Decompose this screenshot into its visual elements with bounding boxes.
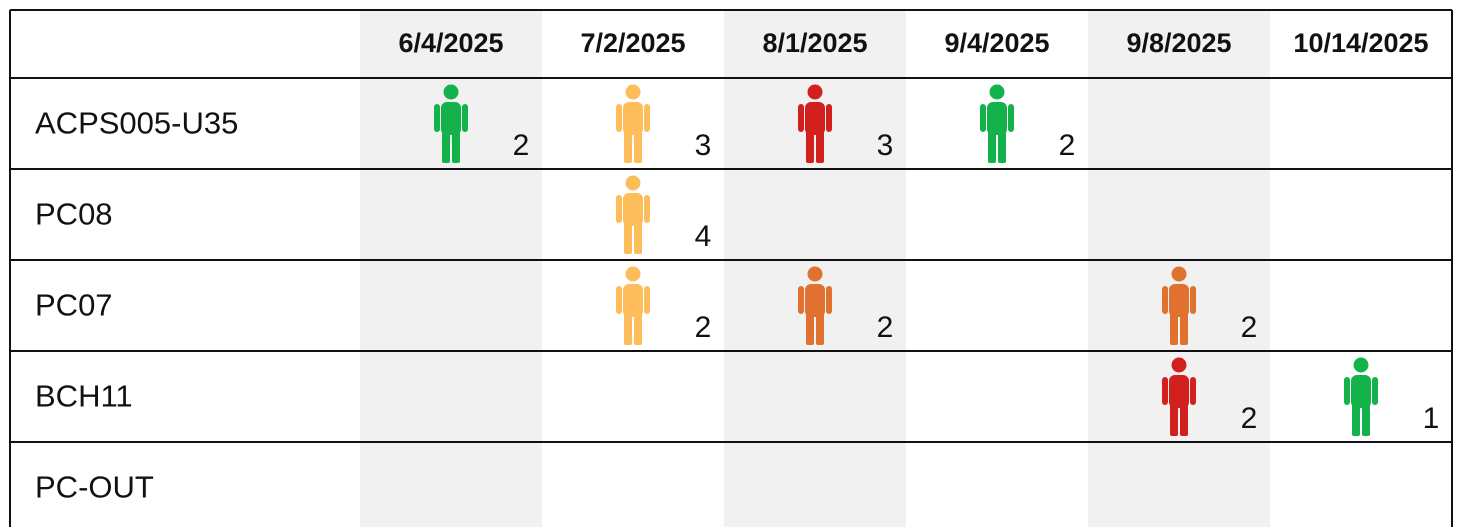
person-icon <box>798 84 832 163</box>
person-icon <box>1162 357 1196 436</box>
icon-arm <box>616 195 622 223</box>
icon-leg <box>442 130 450 163</box>
person-icon <box>1162 266 1196 345</box>
person-icon <box>616 175 650 254</box>
icon-arm <box>980 104 986 132</box>
icon-arm <box>462 104 468 132</box>
count-label: 3 <box>877 129 894 162</box>
icon-arm <box>826 104 832 132</box>
count-label: 3 <box>695 129 712 162</box>
count-label: 2 <box>513 129 530 162</box>
count-label: 2 <box>1241 311 1258 344</box>
icon-leg <box>634 130 642 163</box>
icon-torso <box>441 102 461 135</box>
row-label: PC-OUT <box>35 470 154 505</box>
icon-leg <box>1352 403 1360 436</box>
count-label: 2 <box>1059 129 1076 162</box>
column-header: 6/4/2025 <box>398 28 503 58</box>
icon-leg <box>624 312 632 345</box>
row-label: PC07 <box>35 288 113 323</box>
icon-torso <box>623 193 643 226</box>
column-header: 10/14/2025 <box>1293 28 1428 58</box>
row-label: BCH11 <box>35 379 133 414</box>
icon-leg <box>998 130 1006 163</box>
count-label: 1 <box>1423 402 1440 435</box>
icon-arm <box>1372 377 1378 405</box>
person-icon <box>434 84 468 163</box>
icon-head <box>807 266 823 282</box>
icon-arm <box>1190 286 1196 314</box>
icon-leg <box>806 312 814 345</box>
icon-leg <box>634 221 642 254</box>
row-label: PC08 <box>35 197 113 232</box>
icon-torso <box>1169 284 1189 317</box>
count-label: 2 <box>1241 402 1258 435</box>
icon-leg <box>1180 312 1188 345</box>
person-icon <box>1344 357 1378 436</box>
column-header: 9/4/2025 <box>944 28 1049 58</box>
person-icon <box>980 84 1014 163</box>
icon-torso <box>623 102 643 135</box>
icon-torso <box>1351 375 1371 408</box>
icon-arm <box>1344 377 1350 405</box>
icon-arm <box>616 286 622 314</box>
icon-arm <box>644 195 650 223</box>
icon-head <box>443 84 459 100</box>
icon-head <box>625 266 641 282</box>
count-label: 4 <box>695 220 712 253</box>
column-header: 7/2/2025 <box>580 28 685 58</box>
icon-torso <box>805 102 825 135</box>
icon-arm <box>644 286 650 314</box>
icon-leg <box>1180 403 1188 436</box>
count-label: 2 <box>695 311 712 344</box>
icon-arm <box>434 104 440 132</box>
person-icon <box>616 266 650 345</box>
icon-arm <box>798 286 804 314</box>
column-header: 9/8/2025 <box>1126 28 1231 58</box>
icon-arm <box>1008 104 1014 132</box>
icon-arm <box>798 104 804 132</box>
person-icon <box>798 266 832 345</box>
icon-head <box>1353 357 1369 373</box>
icon-torso <box>987 102 1007 135</box>
icon-head <box>625 175 641 191</box>
icon-leg <box>624 130 632 163</box>
icon-arm <box>826 286 832 314</box>
icon-head <box>807 84 823 100</box>
icon-arm <box>1190 377 1196 405</box>
icon-leg <box>1362 403 1370 436</box>
icon-torso <box>805 284 825 317</box>
icon-torso <box>623 284 643 317</box>
icon-arm <box>1162 377 1168 405</box>
icon-leg <box>452 130 460 163</box>
icon-leg <box>1170 403 1178 436</box>
count-label: 2 <box>877 311 894 344</box>
icon-arm <box>1162 286 1168 314</box>
icon-leg <box>1170 312 1178 345</box>
person-icon <box>616 84 650 163</box>
icon-head <box>989 84 1005 100</box>
icon-leg <box>624 221 632 254</box>
icon-leg <box>988 130 996 163</box>
row-label: ACPS005-U35 <box>35 106 238 141</box>
icon-leg <box>816 312 824 345</box>
icon-leg <box>806 130 814 163</box>
icon-head <box>625 84 641 100</box>
icon-leg <box>634 312 642 345</box>
icon-torso <box>1169 375 1189 408</box>
icon-arm <box>616 104 622 132</box>
icon-leg <box>816 130 824 163</box>
icon-arm <box>644 104 650 132</box>
icon-head <box>1171 357 1187 373</box>
icon-head <box>1171 266 1187 282</box>
column-header: 8/1/2025 <box>762 28 867 58</box>
